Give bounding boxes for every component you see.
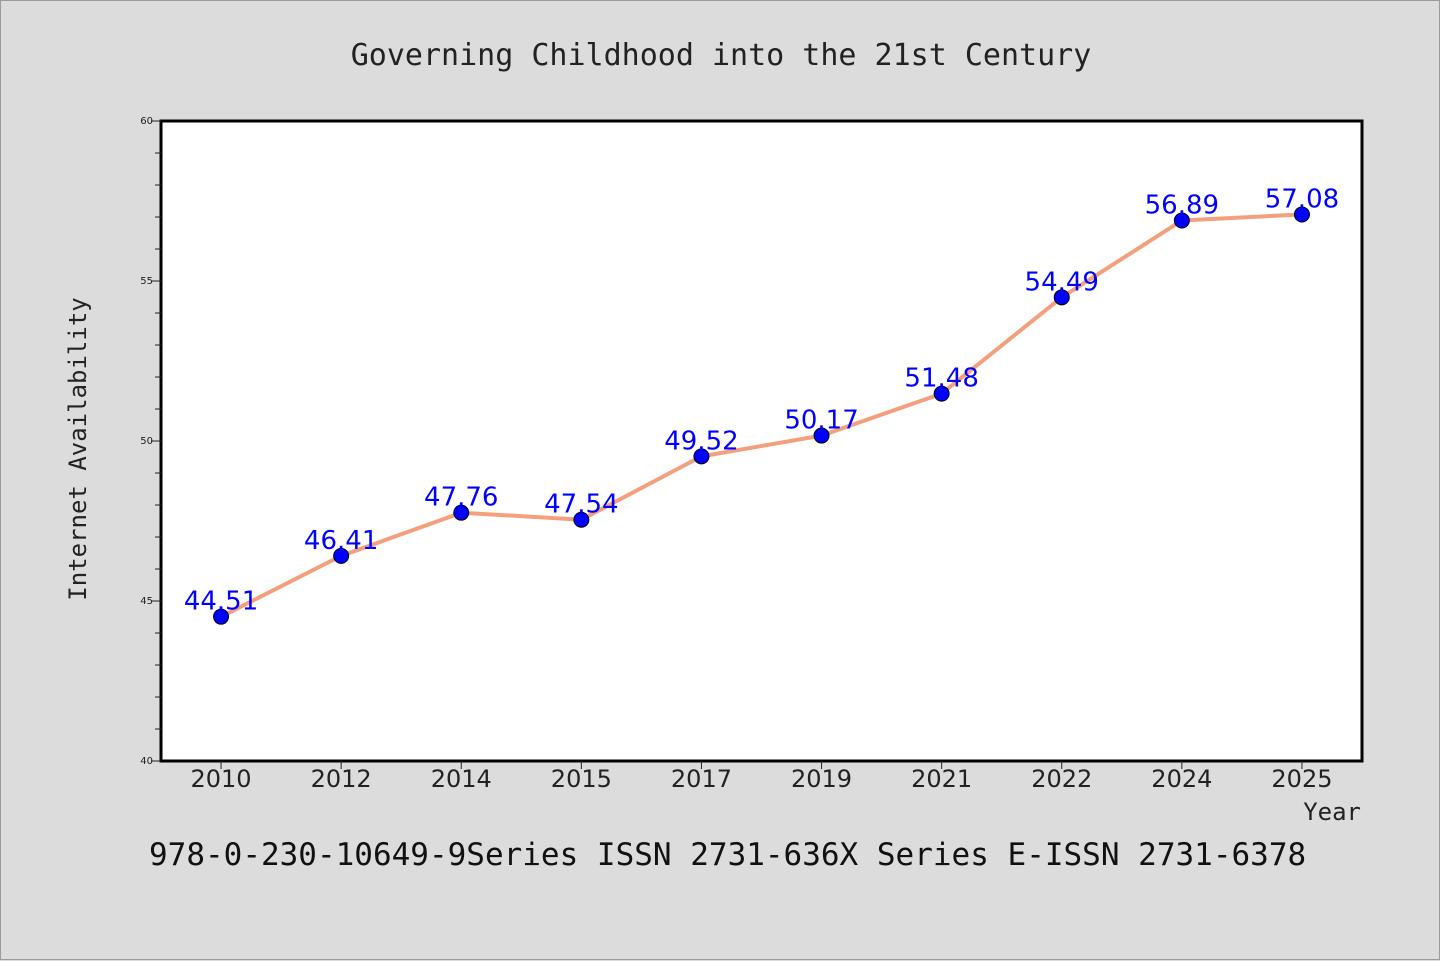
chart-title: Governing Childhood into the 21st Centur… (351, 38, 1092, 73)
data-point-marker (1173, 212, 1190, 229)
x-tick-label: 2010 (191, 765, 252, 793)
data-label: 47.76 (424, 483, 498, 513)
x-tick-label: 2017 (671, 765, 732, 793)
data-point-marker (333, 547, 350, 564)
data-label: 56.89 (1145, 191, 1219, 221)
data-point-marker (213, 608, 230, 625)
data-label: 54.49 (1025, 267, 1099, 297)
data-label: 57.08 (1265, 184, 1339, 214)
y-tick-label: 45 (140, 596, 153, 607)
x-tick-label: 2015 (551, 765, 612, 793)
y-axis-label: Internet Availability (64, 297, 92, 600)
y-tick-label: 50 (140, 436, 153, 447)
data-point-marker (1293, 206, 1310, 223)
label-layer: 44.51 46.41 47.76 47.54 49.52 50.17 51.48 54.49… (184, 184, 1339, 616)
plot-area (159, 119, 1364, 763)
y-tick-label: 55 (140, 276, 153, 287)
data-label: 49.52 (664, 426, 738, 456)
data-point-marker (693, 448, 710, 465)
y-tick-label: 60 (140, 116, 153, 127)
data-label: 51.48 (904, 364, 978, 394)
data-label: 44.51 (184, 587, 258, 617)
x-tick-label: 2024 (1151, 765, 1212, 793)
series-line (219, 212, 1304, 619)
x-axis-label: Year (1303, 798, 1361, 826)
data-point-marker (813, 427, 830, 444)
data-point-marker (453, 504, 470, 521)
y-axis: 40 45 50 55 60 (140, 116, 161, 767)
x-axis: 2010 2012 2014 2015 2017 2019 2021 2022 2024 2025 (191, 761, 1332, 793)
isbn-issn-footer: 978-0-230-10649-9Series ISSN 2731-636X S… (149, 837, 1306, 873)
x-tick-label: 2019 (791, 765, 852, 793)
data-point-marker (1053, 289, 1070, 306)
data-label: 47.54 (544, 490, 618, 520)
x-tick-label: 2022 (1031, 765, 1092, 793)
x-tick-label: 2014 (431, 765, 492, 793)
x-tick-label: 2012 (311, 765, 372, 793)
data-label: 46.41 (304, 526, 378, 556)
data-label: 50.17 (784, 406, 858, 436)
marker-layer (213, 206, 1310, 625)
y-tick-label: 40 (140, 756, 153, 767)
data-point-marker (933, 385, 950, 402)
x-tick-label: 2025 (1271, 765, 1332, 793)
data-point-marker (573, 511, 590, 528)
x-tick-label: 2021 (911, 765, 972, 793)
series-layer (219, 212, 1304, 619)
